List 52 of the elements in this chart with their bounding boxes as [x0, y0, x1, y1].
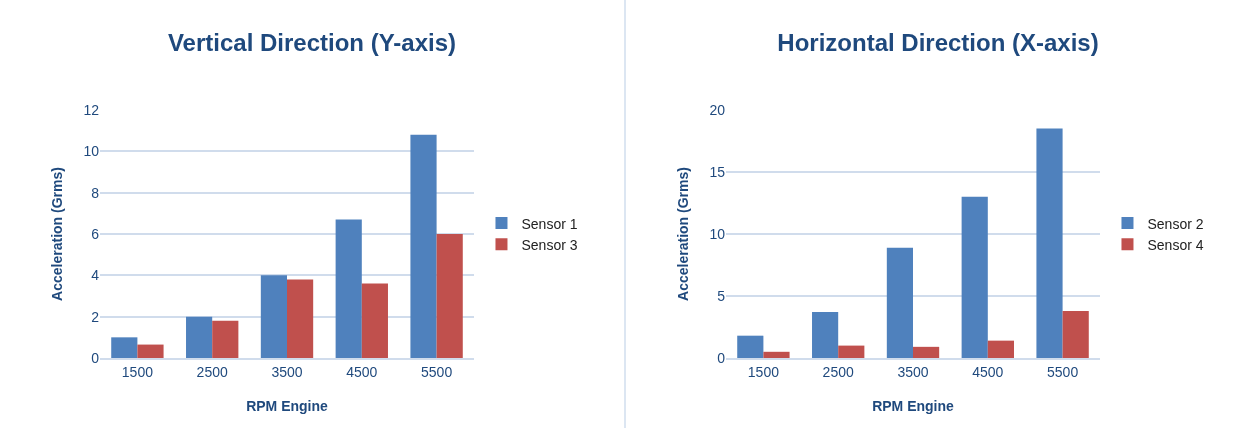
y-tick-label: 15 — [709, 163, 726, 180]
bar — [111, 337, 138, 358]
bar — [987, 340, 1014, 358]
x-tick-label: 5500 — [1047, 363, 1079, 380]
bar — [961, 196, 988, 358]
y-tick-label: 20 — [709, 101, 726, 118]
y-tick-label: 8 — [91, 184, 100, 201]
legend-label: Sensor 2 — [1147, 215, 1204, 232]
y-tick-label: 6 — [91, 225, 100, 242]
y-tick-label: 2 — [91, 308, 100, 325]
chart-title: Vertical Direction (Y-axis) — [167, 29, 457, 57]
bar — [436, 234, 463, 358]
y-tick-label: 10 — [709, 225, 726, 242]
legend-label: Sensor 4 — [1147, 236, 1204, 253]
y-tick-label: 0 — [91, 349, 100, 366]
bar — [260, 275, 287, 358]
chart-title: Horizontal Direction (X-axis) — [777, 29, 1099, 57]
x-tick-label: 3500 — [271, 363, 303, 380]
x-tick-label: 4500 — [346, 363, 378, 380]
y-tick-label: 4 — [91, 267, 100, 284]
bar — [812, 312, 839, 358]
x-axis-title: RPM Engine — [872, 398, 955, 414]
x-tick-label: 2500 — [196, 363, 228, 380]
x-tick-label: 1500 — [747, 363, 780, 380]
bar — [410, 134, 437, 358]
bar — [212, 320, 239, 358]
y-axis-title: Acceleration (Grms) — [49, 167, 65, 301]
bar — [1062, 310, 1089, 358]
bar — [886, 247, 913, 358]
y-tick-label: 12 — [83, 101, 100, 118]
bar — [763, 351, 790, 358]
bar — [335, 219, 362, 358]
x-tick-label: 1500 — [121, 363, 154, 380]
bar — [137, 344, 164, 358]
bar — [287, 279, 314, 358]
x-tick-label: 3500 — [897, 363, 929, 380]
bar — [1036, 128, 1063, 358]
x-tick-label: 2500 — [822, 363, 854, 380]
y-tick-label: 10 — [83, 143, 100, 160]
bar — [737, 335, 764, 358]
bar — [913, 346, 940, 358]
x-tick-label: 5500 — [421, 363, 453, 380]
legend-label: Sensor 1 — [521, 215, 578, 232]
bar — [838, 345, 865, 358]
x-axis-title: RPM Engine — [246, 398, 329, 414]
bar — [361, 283, 388, 358]
y-tick-label: 5 — [717, 287, 726, 304]
y-axis-title: Acceleration (Grms) — [675, 167, 691, 301]
x-tick-label: 4500 — [972, 363, 1004, 380]
y-tick-label: 0 — [717, 349, 726, 366]
legend-label: Sensor 3 — [521, 236, 578, 253]
bar — [186, 316, 213, 358]
